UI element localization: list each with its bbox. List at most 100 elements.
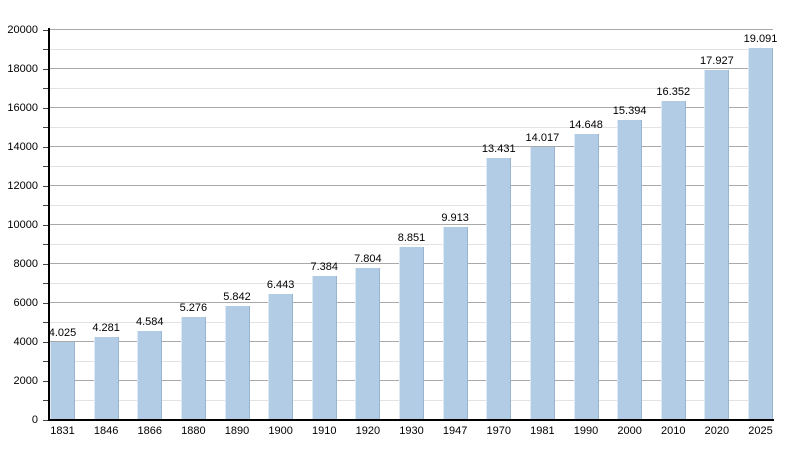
y-tick-label-10000: 10000 — [7, 218, 38, 231]
x-tick-label-1900: 1900 — [268, 425, 293, 437]
y-tick-label-2000: 2000 — [13, 374, 38, 387]
bar-2025 — [748, 47, 773, 420]
y-tick-20000 — [43, 29, 49, 31]
bar-group-1900: 6.443 1900 — [266, 30, 295, 437]
bar-value-label-1900: 6.443 — [266, 279, 295, 292]
bar-1930 — [399, 247, 424, 420]
bar-value-label-1846: 4.281 — [92, 321, 120, 334]
y-tick-label-8000: 8000 — [13, 257, 38, 270]
x-tick-label-2025: 2025 — [748, 425, 773, 437]
y-tick-label-12000: 12000 — [7, 179, 38, 192]
y-tick-4000 — [43, 341, 49, 343]
y-tick-label-20000: 20000 — [7, 23, 38, 36]
bar-1981 — [529, 146, 555, 420]
bar-1990 — [573, 134, 599, 420]
minor-gridline-17000 — [50, 87, 773, 89]
x-tick-label-1930: 1930 — [399, 425, 424, 437]
bar-value-label-1910: 7.384 — [310, 261, 339, 274]
y-tick-3000 — [43, 361, 49, 362]
bar-group-2000: 15.394 2000 — [613, 30, 647, 437]
x-tick-label-1910: 1910 — [312, 425, 337, 437]
minor-gridline-15000 — [50, 126, 773, 128]
minor-gridline-11000 — [50, 204, 773, 206]
x-tick-label-1831: 1831 — [50, 425, 75, 437]
minor-gridline-13000 — [50, 165, 773, 167]
bars-layer: 4.025 1831 4.281 1846 4.584 1866 5.276 1880 5.84… — [48, 30, 778, 437]
bar-group-1890: 5.842 1890 — [223, 30, 251, 437]
y-tick-label-4000: 4000 — [13, 335, 38, 348]
major-gridline-10000 — [50, 224, 773, 225]
x-tick-label-1866: 1866 — [137, 425, 162, 437]
y-tick-15000 — [43, 127, 49, 128]
bar-group-1981: 14.017 1981 — [526, 30, 560, 437]
y-tick-14000 — [43, 146, 49, 148]
y-tick-label-14000: 14000 — [7, 140, 38, 153]
y-tick-17000 — [43, 88, 49, 89]
bar-group-1880: 5.276 1880 — [180, 30, 208, 437]
bar-2000 — [617, 119, 643, 420]
y-tick-16000 — [43, 107, 49, 109]
bar-value-label-1890: 5.842 — [223, 291, 251, 304]
x-tick-label-1846: 1846 — [93, 425, 119, 437]
y-axis-line — [48, 28, 50, 421]
bar-value-label-1990: 14.648 — [569, 119, 603, 132]
y-tick-label-6000: 6000 — [13, 296, 38, 309]
x-tick-label-2000: 2000 — [617, 425, 642, 437]
bar-value-label-1947: 9.913 — [441, 211, 469, 224]
bar-1831 — [50, 341, 75, 420]
bar-group-1947: 9.913 1947 — [441, 30, 469, 437]
y-tick-label-18000: 18000 — [7, 62, 38, 75]
bar-1970 — [486, 158, 512, 420]
x-tick-label-2020: 2020 — [704, 425, 730, 437]
bar-2020 — [704, 70, 730, 420]
y-tick-18000 — [43, 68, 49, 70]
bar-value-label-1970: 13.431 — [481, 143, 516, 156]
bar-value-label-2025: 19.091 — [743, 32, 778, 45]
y-axis-labels: 0 2000 4000 6000 8000 10000 12000 14000 16000 180… — [0, 24, 41, 426]
y-tick-9000 — [43, 244, 49, 245]
major-gridline-16000 — [50, 107, 773, 108]
bar-value-label-1920: 7.804 — [354, 252, 382, 265]
y-tick-1000 — [43, 400, 49, 401]
x-tick-label-2010: 2010 — [661, 425, 686, 437]
major-gridline-18000 — [50, 68, 773, 69]
major-gridline-20000 — [50, 29, 773, 30]
bar-group-1930: 8.851 1930 — [397, 30, 426, 437]
bar-1910 — [311, 276, 337, 420]
bar-group-1990: 14.648 1990 — [569, 30, 603, 437]
x-tick-label-1990: 1990 — [573, 425, 599, 437]
bar-1880 — [180, 317, 206, 420]
minor-gridline-9000 — [50, 243, 773, 245]
bar-1890 — [224, 306, 250, 420]
bar-value-label-2020: 17.927 — [700, 55, 734, 68]
x-tick-label-1920: 1920 — [355, 425, 381, 437]
y-tick-11000 — [43, 205, 49, 206]
bar-group-1970: 13.431 1970 — [482, 30, 516, 437]
y-tick-12000 — [43, 185, 49, 187]
bar-2010 — [660, 101, 686, 420]
x-tick-label-1947: 1947 — [442, 425, 468, 437]
x-tick-label-1981: 1981 — [530, 425, 555, 437]
y-axis-ticks — [43, 29, 49, 421]
y-tick-10000 — [43, 224, 49, 226]
bar-1900 — [268, 294, 294, 420]
bar-group-2025: 19.091 2025 — [744, 30, 778, 437]
plot-area: 4.025 1831 4.281 1846 4.584 1866 5.276 1880 5.84… — [48, 29, 778, 437]
y-tick-8000 — [43, 263, 49, 265]
bar-1846 — [93, 336, 119, 420]
y-tick-19000 — [43, 49, 49, 50]
y-tick-0 — [43, 419, 49, 421]
bar-1947 — [442, 226, 468, 420]
bar-value-label-1981: 14.017 — [525, 131, 560, 144]
y-tick-6000 — [43, 302, 49, 304]
bar-value-label-1930: 8.851 — [397, 232, 426, 245]
major-gridline-12000 — [50, 185, 773, 186]
bar-value-label-1831: 4.025 — [48, 326, 77, 339]
minor-gridline-19000 — [50, 48, 773, 50]
bar-group-1866: 4.584 1866 — [136, 30, 164, 437]
bar-1866 — [137, 330, 163, 420]
bar-group-2020: 17.927 2020 — [700, 30, 734, 437]
x-axis-line — [48, 419, 774, 421]
x-tick-label-1890: 1890 — [224, 425, 250, 437]
